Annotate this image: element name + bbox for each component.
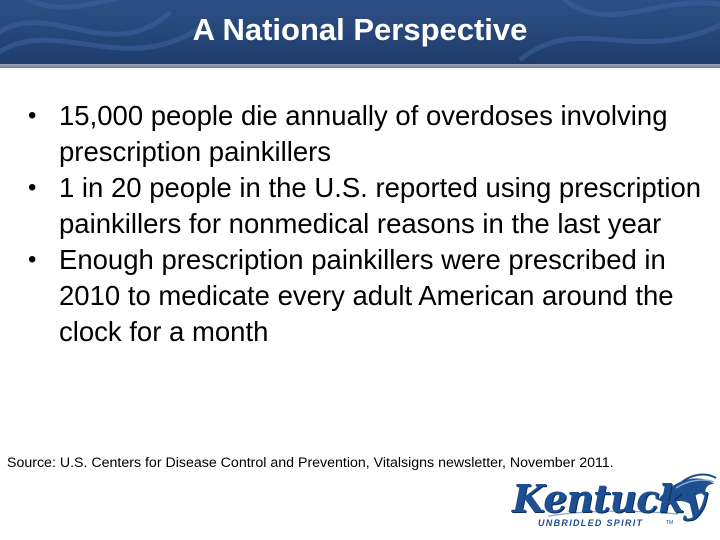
bullet-list: • 15,000 people die annually of overdose… [28,98,708,350]
logo-wordmark: Kentucky [512,476,706,521]
header-divider [0,64,720,68]
slide-header: A National Perspective [0,0,720,64]
bullet-item: • Enough prescription painkillers were p… [28,242,708,350]
bullet-glyph: • [28,174,37,201]
source-citation: Source: U.S. Centers for Disease Control… [7,455,614,471]
bullet-item: • 1 in 20 people in the U.S. reported us… [28,170,708,242]
header-swirl-decoration [0,0,720,62]
bullet-text: 1 in 20 people in the U.S. reported usin… [59,172,702,239]
bullet-text: Enough prescription painkillers were pre… [59,244,674,347]
slide-title: A National Perspective [192,12,528,47]
bullet-text: 15,000 people die annually of overdoses … [59,100,668,167]
logo-tagline: UNBRIDLED SPIRIT [538,518,644,528]
bullet-glyph: • [28,246,37,273]
bullet-glyph: • [28,102,37,129]
kentucky-logo: Kentucky UNBRIDLED SPIRIT TM [508,470,718,532]
logo-trademark: TM [666,520,674,526]
horse-head-icon [547,473,717,517]
bullet-item: • 15,000 people die annually of overdose… [28,98,708,170]
